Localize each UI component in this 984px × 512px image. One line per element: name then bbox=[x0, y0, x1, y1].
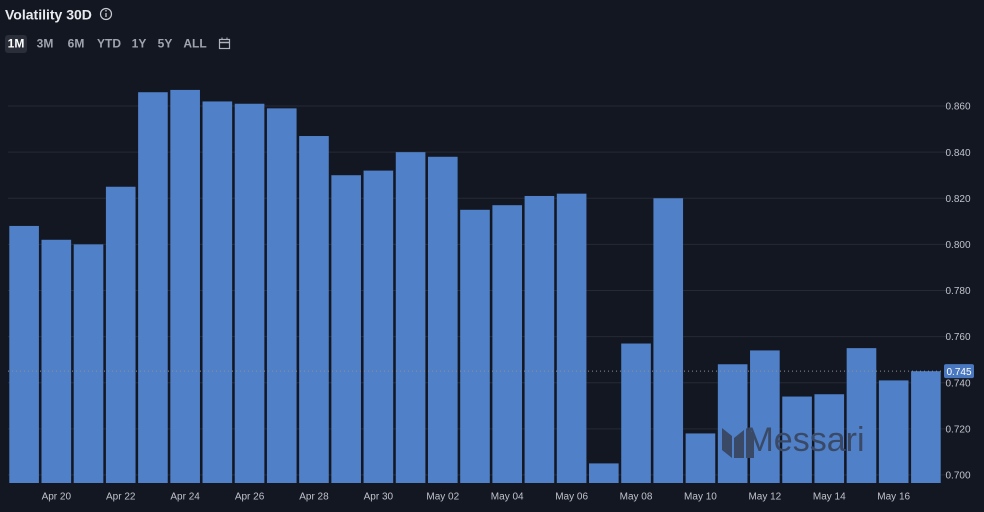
bar[interactable] bbox=[266, 108, 297, 484]
range-button[interactable]: ALL bbox=[183, 37, 206, 51]
x-tick-label: May 16 bbox=[877, 492, 910, 503]
range-button[interactable]: YTD bbox=[97, 37, 121, 51]
y-tick-label: 0.760 bbox=[945, 332, 970, 343]
watermark: Messari bbox=[745, 421, 864, 459]
watermark-logo bbox=[722, 428, 754, 458]
bar[interactable] bbox=[170, 89, 200, 484]
bar[interactable] bbox=[524, 195, 555, 483]
range-button[interactable]: 1M bbox=[8, 37, 25, 51]
x-tick-label: Apr 26 bbox=[235, 492, 265, 503]
bar[interactable] bbox=[73, 244, 104, 483]
bar[interactable] bbox=[331, 175, 361, 484]
y-tick-label: 0.840 bbox=[945, 148, 970, 159]
bar[interactable] bbox=[138, 92, 168, 483]
x-tick-label: May 08 bbox=[620, 492, 653, 503]
x-tick-label: Apr 20 bbox=[42, 492, 72, 503]
x-tick-label: May 06 bbox=[555, 492, 588, 503]
bar[interactable] bbox=[717, 364, 748, 483]
x-tick-label: Apr 24 bbox=[170, 492, 200, 503]
range-button-bg[interactable] bbox=[5, 35, 27, 53]
bar[interactable] bbox=[202, 101, 233, 484]
bar[interactable] bbox=[492, 205, 523, 483]
y-tick-label: 0.700 bbox=[945, 471, 970, 482]
y-tick-label: 0.860 bbox=[945, 102, 970, 113]
x-tick-label: Apr 28 bbox=[299, 492, 329, 503]
range-button[interactable]: 1Y bbox=[132, 37, 147, 51]
range-button[interactable]: 6M bbox=[68, 37, 85, 51]
bar[interactable] bbox=[299, 136, 329, 484]
bar[interactable] bbox=[589, 463, 619, 483]
bar[interactable] bbox=[846, 348, 877, 483]
bar[interactable] bbox=[363, 170, 394, 483]
bar[interactable] bbox=[621, 343, 651, 483]
bar[interactable] bbox=[911, 371, 941, 483]
bar[interactable] bbox=[685, 433, 716, 483]
x-tick-label: Apr 30 bbox=[364, 492, 394, 503]
chart-title: Volatility 30D bbox=[5, 7, 92, 23]
y-tick-label: 0.800 bbox=[945, 240, 970, 251]
range-button[interactable]: 3M bbox=[37, 37, 54, 51]
bar[interactable] bbox=[653, 198, 684, 484]
x-tick-label: May 12 bbox=[748, 492, 781, 503]
bar[interactable] bbox=[814, 394, 845, 483]
bar[interactable] bbox=[9, 225, 39, 484]
y-tick-label: 0.740 bbox=[945, 378, 970, 389]
info-icon[interactable] bbox=[99, 7, 113, 21]
current-value-label: 0.745 bbox=[946, 367, 971, 378]
x-tick-label: May 02 bbox=[426, 492, 459, 503]
bar[interactable] bbox=[41, 239, 72, 483]
bar[interactable] bbox=[750, 350, 780, 483]
calendar-icon[interactable] bbox=[218, 37, 231, 50]
bar[interactable] bbox=[234, 103, 265, 483]
range-button[interactable]: 5Y bbox=[158, 37, 173, 51]
bar[interactable] bbox=[395, 152, 426, 483]
y-tick-label: 0.820 bbox=[945, 194, 970, 205]
x-tick-label: Apr 22 bbox=[106, 492, 136, 503]
bar[interactable] bbox=[105, 186, 136, 484]
x-tick-label: May 04 bbox=[491, 492, 524, 503]
bar[interactable] bbox=[556, 193, 587, 483]
y-tick-label: 0.780 bbox=[945, 286, 970, 297]
current-value-badge bbox=[944, 364, 974, 379]
bar[interactable] bbox=[782, 396, 812, 483]
bar[interactable] bbox=[427, 156, 458, 483]
bar[interactable] bbox=[878, 380, 909, 483]
bar[interactable] bbox=[460, 209, 490, 483]
y-tick-label: 0.720 bbox=[945, 424, 970, 435]
x-tick-label: May 14 bbox=[813, 492, 846, 503]
x-tick-label: May 10 bbox=[684, 492, 717, 503]
